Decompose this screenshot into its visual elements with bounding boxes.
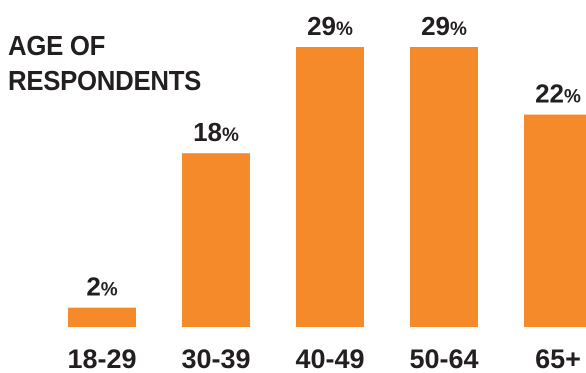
bar-65+	[524, 114, 586, 327]
data-label-value: 2	[86, 272, 100, 302]
bar-40-49	[296, 47, 364, 327]
chart-title-line-1: AGE OF	[8, 30, 106, 61]
data-label-unit: %	[450, 19, 467, 40]
bar-18-29	[68, 307, 136, 327]
data-label-unit: %	[222, 125, 239, 146]
x-tick-label-30-39: 30-39	[181, 344, 250, 373]
data-label-value: 29	[421, 11, 450, 41]
data-label-40-49: 29%	[307, 11, 353, 41]
chart-title-line-2: RESPONDENTS	[8, 65, 202, 96]
bar-30-39	[182, 153, 250, 327]
data-label-65+: 22%	[535, 79, 581, 109]
chart-title: AGE OF RESPONDENTS	[8, 28, 201, 98]
data-label-value: 29	[307, 11, 336, 41]
bar-50-64	[410, 47, 478, 327]
x-tick-label-40-49: 40-49	[295, 344, 364, 373]
x-tick-label-65+: 65+	[535, 344, 581, 373]
data-label-unit: %	[564, 87, 581, 108]
data-label-value: 22	[535, 79, 564, 109]
data-label-unit: %	[336, 19, 353, 40]
data-label-50-64: 29%	[421, 11, 467, 41]
data-label-value: 18	[193, 117, 222, 147]
x-tick-label-50-64: 50-64	[409, 344, 478, 373]
data-label-30-39: 18%	[193, 117, 239, 147]
data-label-unit: %	[101, 280, 118, 301]
x-tick-label-18-29: 18-29	[67, 344, 136, 373]
data-label-18-29: 2%	[86, 272, 117, 302]
